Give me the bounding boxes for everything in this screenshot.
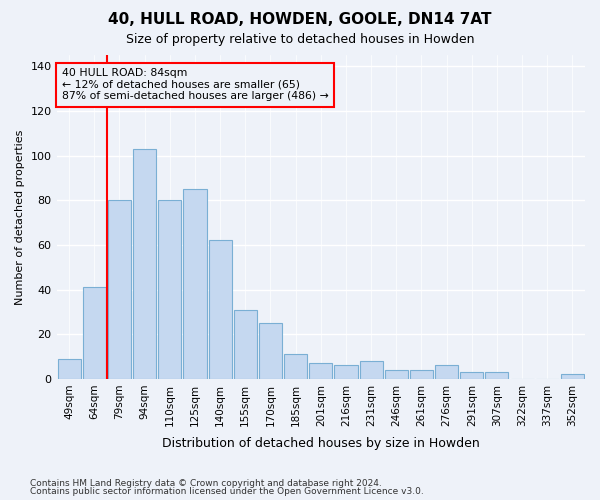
Bar xyxy=(485,372,508,379)
Bar xyxy=(83,288,106,379)
X-axis label: Distribution of detached houses by size in Howden: Distribution of detached houses by size … xyxy=(162,437,479,450)
Y-axis label: Number of detached properties: Number of detached properties xyxy=(15,130,25,304)
Bar xyxy=(133,149,156,379)
Bar xyxy=(108,200,131,379)
Text: 40, HULL ROAD, HOWDEN, GOOLE, DN14 7AT: 40, HULL ROAD, HOWDEN, GOOLE, DN14 7AT xyxy=(108,12,492,28)
Bar xyxy=(334,366,358,379)
Bar xyxy=(259,323,282,379)
Bar xyxy=(435,366,458,379)
Bar xyxy=(209,240,232,379)
Text: 40 HULL ROAD: 84sqm
← 12% of detached houses are smaller (65)
87% of semi-detach: 40 HULL ROAD: 84sqm ← 12% of detached ho… xyxy=(62,68,329,101)
Text: Contains HM Land Registry data © Crown copyright and database right 2024.: Contains HM Land Registry data © Crown c… xyxy=(30,479,382,488)
Bar xyxy=(410,370,433,379)
Bar xyxy=(58,359,80,379)
Bar xyxy=(284,354,307,379)
Bar xyxy=(184,189,206,379)
Bar xyxy=(234,310,257,379)
Bar xyxy=(561,374,584,379)
Bar xyxy=(460,372,484,379)
Bar xyxy=(385,370,408,379)
Bar xyxy=(309,364,332,379)
Text: Size of property relative to detached houses in Howden: Size of property relative to detached ho… xyxy=(126,32,474,46)
Bar xyxy=(158,200,181,379)
Bar xyxy=(359,361,383,379)
Text: Contains public sector information licensed under the Open Government Licence v3: Contains public sector information licen… xyxy=(30,487,424,496)
